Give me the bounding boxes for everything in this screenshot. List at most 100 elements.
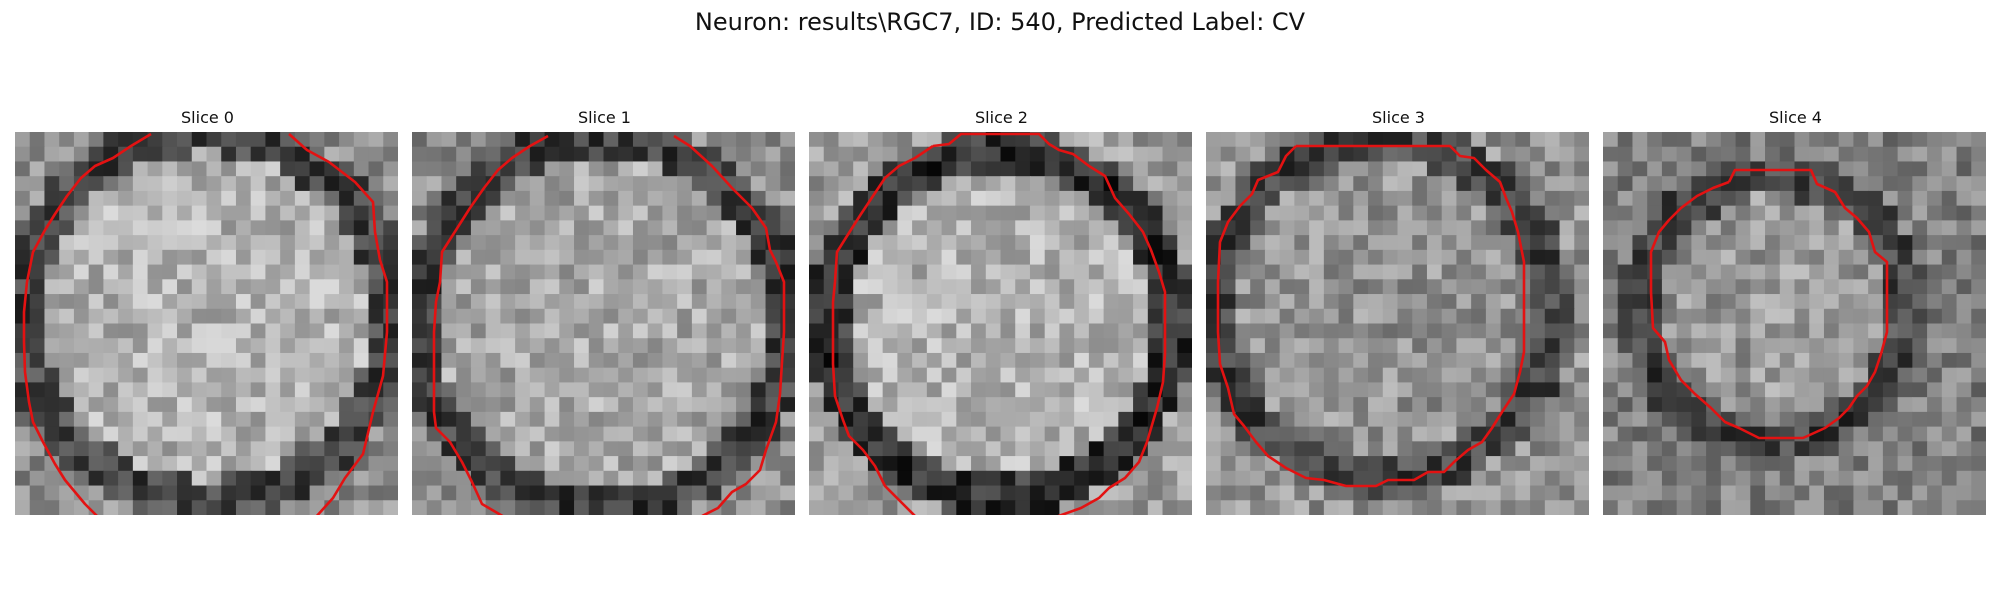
image-pixel (235, 264, 252, 280)
image-pixel (132, 338, 149, 354)
image-pixel (1574, 426, 1589, 442)
image-pixel (706, 338, 722, 354)
image-pixel (1382, 205, 1399, 221)
image-pixel (985, 249, 1002, 266)
image-pixel (1162, 426, 1178, 442)
image-pixel (1412, 249, 1428, 266)
image-pixel (1456, 249, 1472, 266)
image-pixel (1426, 485, 1443, 501)
image-pixel (265, 190, 281, 207)
image-pixel (1471, 264, 1487, 280)
image-pixel (647, 338, 664, 354)
image-pixel (1000, 235, 1016, 251)
image-pixel (1088, 397, 1105, 413)
image-pixel (1294, 500, 1310, 515)
image-pixel (1882, 294, 1899, 310)
image-pixel (662, 352, 678, 369)
image-pixel (1956, 500, 1972, 515)
image-pixel (780, 382, 795, 398)
image-pixel (1147, 220, 1164, 236)
image-pixel (1735, 279, 1751, 295)
image-pixel (1382, 426, 1399, 442)
image-pixel (368, 279, 384, 295)
image-pixel (265, 352, 281, 369)
image-pixel (1779, 264, 1796, 280)
image-pixel (1029, 279, 1046, 295)
image-pixel (515, 161, 531, 177)
image-pixel (1441, 220, 1458, 236)
image-pixel (1118, 500, 1134, 515)
image-pixel (206, 235, 222, 251)
image-pixel (1750, 279, 1766, 295)
image-pixel (867, 426, 884, 442)
image-pixel (265, 367, 281, 384)
image-pixel (1426, 235, 1443, 251)
image-pixel (1574, 294, 1589, 310)
image-pixel (1397, 485, 1413, 501)
image-pixel (867, 323, 884, 339)
image-pixel (1632, 249, 1648, 266)
image-pixel (1779, 323, 1796, 339)
image-pixel (823, 426, 840, 442)
image-pixel (1015, 146, 1031, 163)
image-pixel (926, 323, 943, 339)
image-pixel (206, 485, 222, 501)
image-pixel (132, 397, 149, 413)
image-pixel (750, 235, 767, 251)
image-pixel (1397, 382, 1413, 398)
image-pixel (1750, 470, 1766, 487)
image-pixel (1868, 132, 1884, 148)
image-pixel (191, 411, 208, 428)
image-pixel (412, 205, 428, 221)
image-pixel (662, 367, 678, 384)
image-pixel (221, 338, 237, 354)
image-pixel (368, 426, 384, 442)
image-pixel (1515, 161, 1531, 177)
image-pixel (309, 352, 325, 369)
image-pixel (1720, 485, 1737, 501)
image-pixel (147, 176, 163, 192)
image-pixel (1882, 132, 1899, 148)
image-pixel (456, 500, 472, 515)
image-pixel (1235, 500, 1251, 515)
image-pixel (1823, 485, 1840, 501)
image-pixel (1074, 382, 1090, 398)
image-pixel (1882, 338, 1899, 354)
image-pixel (985, 264, 1002, 280)
image-pixel (1309, 338, 1325, 354)
image-pixel (221, 411, 237, 428)
image-pixel (1750, 367, 1766, 384)
image-pixel (882, 220, 898, 236)
image-pixel (1779, 190, 1796, 207)
image-pixel (353, 220, 370, 236)
image-pixel (1323, 294, 1340, 310)
image-pixel (985, 294, 1002, 310)
image-pixel (1941, 161, 1958, 177)
image-pixel (588, 176, 605, 192)
image-pixel (1765, 367, 1781, 384)
image-pixel (1353, 338, 1369, 354)
image-pixel (1941, 294, 1958, 310)
cell-contour-0 (22, 132, 152, 515)
image-pixel (1206, 249, 1222, 266)
image-pixel (1397, 441, 1413, 457)
image-pixel (780, 397, 795, 413)
image-pixel (1868, 382, 1884, 398)
image-pixel (765, 456, 781, 472)
image-pixel (677, 132, 693, 148)
image-pixel (941, 456, 957, 472)
image-pixel (706, 470, 722, 487)
image-pixel (235, 352, 252, 369)
image-pixel (15, 294, 31, 310)
image-pixel (1765, 338, 1781, 354)
image-pixel (677, 411, 693, 428)
image-pixel (1382, 294, 1399, 310)
image-pixel (1235, 470, 1251, 487)
image-pixel (838, 132, 854, 148)
slice-pixels-3 (1206, 132, 1589, 515)
image-pixel (882, 382, 898, 398)
image-pixel (1235, 323, 1251, 339)
image-pixel (1397, 190, 1413, 207)
image-pixel (1559, 426, 1575, 442)
image-pixel (1779, 470, 1796, 487)
